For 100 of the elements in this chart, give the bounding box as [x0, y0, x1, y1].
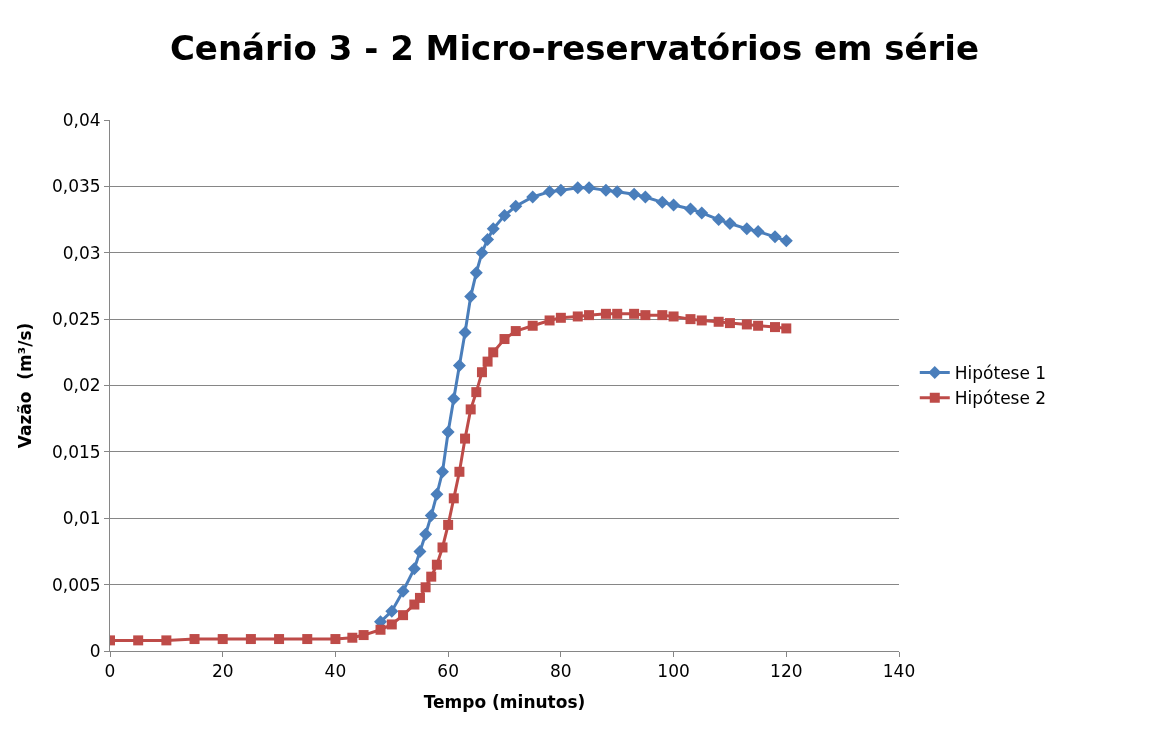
- point: [657, 310, 668, 321]
- y-tick-label: 0,015: [51, 441, 101, 462]
- y-tick-label: 0,03: [62, 242, 101, 263]
- point: [640, 310, 651, 321]
- point: [526, 190, 540, 204]
- point: [498, 209, 511, 223]
- point: [655, 195, 669, 209]
- point: [696, 315, 707, 326]
- x-tick-label: 40: [324, 661, 347, 682]
- x-tick-label: 0: [104, 661, 116, 682]
- point: [396, 584, 410, 598]
- point: [430, 487, 444, 501]
- point: [420, 582, 431, 593]
- point: [685, 314, 696, 325]
- point: [469, 266, 483, 280]
- y-axis-title: Vazão (m³/s): [15, 322, 36, 449]
- point: [740, 222, 754, 236]
- point: [437, 542, 448, 553]
- x-axis-title: Tempo (minutos): [423, 691, 586, 712]
- point: [436, 465, 450, 479]
- point: [543, 185, 557, 199]
- point: [358, 630, 369, 641]
- point: [544, 315, 555, 326]
- point: [476, 367, 487, 378]
- point: [386, 619, 397, 630]
- point: [724, 318, 735, 329]
- point: [452, 359, 466, 373]
- point: [612, 308, 623, 319]
- x-tick-label: 120: [770, 661, 803, 682]
- y-tick-label: 0,005: [51, 574, 101, 595]
- point: [471, 387, 482, 398]
- legend-label: Hipótese 2: [954, 388, 1047, 409]
- point: [447, 392, 461, 406]
- point: [753, 320, 764, 331]
- point: [599, 183, 613, 197]
- point: [712, 213, 726, 227]
- point: [385, 604, 399, 618]
- point: [245, 634, 256, 645]
- point: [431, 559, 442, 570]
- point: [375, 624, 386, 635]
- point: [638, 190, 652, 204]
- point: [465, 404, 476, 415]
- x-tick-label: 80: [550, 661, 572, 682]
- point: [454, 466, 465, 477]
- point: [629, 308, 640, 319]
- point: [584, 310, 595, 321]
- point: [443, 519, 454, 530]
- point: [161, 635, 172, 646]
- legend-label: Hipótese 1: [954, 363, 1047, 384]
- point: [189, 634, 200, 645]
- point: [527, 320, 538, 331]
- point: [582, 181, 596, 195]
- point: [683, 202, 697, 216]
- point: [419, 527, 433, 541]
- y-tick-label: 0,025: [51, 309, 101, 330]
- point: [572, 311, 583, 322]
- point: [770, 322, 781, 333]
- point: [627, 187, 641, 201]
- point: [723, 217, 737, 231]
- point: [713, 316, 724, 327]
- point: [414, 592, 425, 603]
- point: [610, 185, 624, 199]
- point: [460, 433, 471, 444]
- point: [482, 356, 493, 367]
- point: [407, 562, 421, 576]
- y-tick-label: 0,01: [62, 508, 101, 529]
- point: [499, 334, 510, 345]
- x-tick-label: 20: [211, 661, 234, 682]
- point: [768, 230, 782, 244]
- text: 0: [89, 640, 101, 661]
- point: [486, 222, 500, 236]
- point: [779, 234, 793, 248]
- point: [347, 632, 358, 643]
- point: [667, 198, 681, 212]
- point: [668, 311, 679, 322]
- point: [217, 634, 228, 645]
- point: [458, 325, 472, 339]
- point: [600, 308, 611, 319]
- point: [488, 347, 499, 358]
- point: [464, 290, 478, 304]
- point: [413, 544, 427, 558]
- y-tick-label: 0,02: [62, 375, 101, 396]
- point: [554, 183, 568, 197]
- point: [424, 509, 438, 523]
- point: [475, 246, 489, 260]
- x-tick-label: 100: [657, 661, 690, 682]
- point: [481, 232, 495, 246]
- point: [274, 634, 285, 645]
- point: [509, 199, 523, 213]
- x-tick-label: 140: [882, 661, 916, 682]
- point: [330, 634, 341, 645]
- y-tick-label: 0,04: [62, 109, 101, 130]
- point: [571, 181, 585, 195]
- point: [441, 425, 455, 439]
- point: [448, 493, 459, 504]
- x-tick-label: 60: [437, 661, 459, 682]
- point: [510, 326, 521, 337]
- point: [555, 312, 566, 323]
- point: [426, 571, 437, 582]
- point: [781, 323, 792, 334]
